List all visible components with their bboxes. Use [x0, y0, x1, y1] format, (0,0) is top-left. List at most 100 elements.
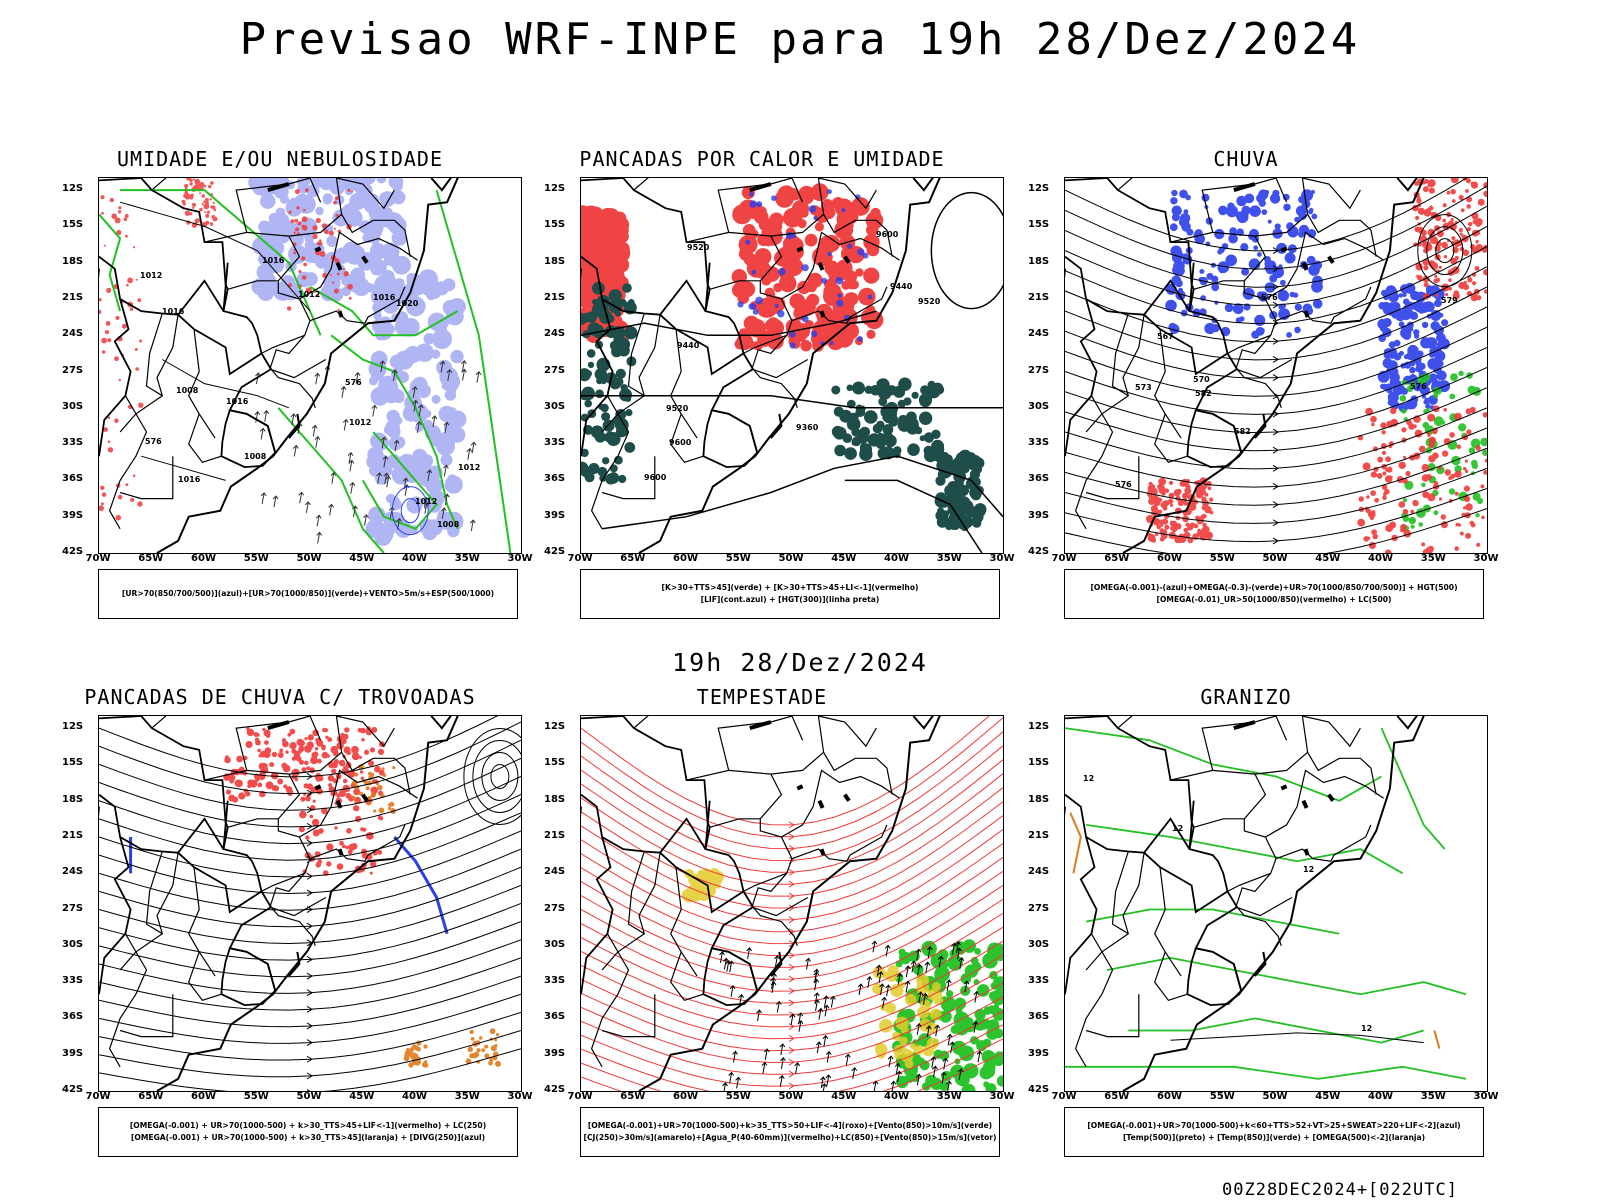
- field-cell: [191, 202, 197, 207]
- vortex-ring: [1417, 214, 1473, 288]
- field-cell: [894, 1052, 901, 1060]
- field-cell: [450, 349, 464, 364]
- field-cell: [848, 412, 859, 423]
- field-cell: [423, 1044, 428, 1049]
- lat-tick-label: 39S: [62, 509, 84, 521]
- vortex-ring: [481, 751, 519, 801]
- field-cell: [973, 464, 983, 474]
- field-cell: [887, 414, 899, 426]
- legend-line: [CJ(250)>30m/s](amarelo)+[Agua_P(40-60mm…: [583, 1133, 997, 1142]
- field-cell: [837, 293, 842, 298]
- field-cell: [898, 414, 909, 426]
- contour-line: [1069, 812, 1082, 874]
- field-cell: [923, 445, 934, 456]
- field-cell: [1158, 486, 1167, 495]
- field-cell: [1402, 508, 1409, 515]
- field-cell: [1470, 181, 1479, 189]
- field-cell: [1433, 416, 1444, 427]
- field-cell: [447, 407, 457, 417]
- field-cell: [370, 244, 386, 261]
- field-cell: [326, 861, 332, 867]
- field-cell: [377, 815, 383, 821]
- field-cell: [185, 193, 191, 200]
- field-cell: [1248, 258, 1261, 270]
- lake-mark: [749, 182, 772, 193]
- lat-tick-label: 12S: [544, 721, 566, 733]
- streamline-arrow: [788, 963, 795, 971]
- field-cell: [264, 740, 269, 745]
- field-cell: [298, 826, 305, 833]
- field-cell: [342, 268, 345, 271]
- contour-line: [1085, 824, 1404, 875]
- country-border: [99, 178, 277, 453]
- streamline-arrow: [1272, 537, 1279, 545]
- wind-vector: [431, 415, 438, 428]
- state-border: [752, 906, 798, 946]
- field-cell: [300, 796, 306, 802]
- field-cell: [212, 216, 218, 222]
- field-cell: [305, 795, 311, 802]
- field-cell: [1436, 370, 1447, 381]
- wind-vector: [328, 503, 335, 516]
- field-cell: [311, 751, 318, 759]
- field-cell: [834, 444, 846, 457]
- field-cell: [1433, 510, 1439, 516]
- wind-vector: [825, 1050, 832, 1063]
- state-border: [204, 231, 311, 354]
- field-cell: [1202, 499, 1209, 507]
- lon-tick-label: 65W: [1104, 553, 1130, 564]
- field-cell: [1171, 189, 1178, 197]
- field-cell: [990, 982, 999, 990]
- state-border: [145, 313, 163, 397]
- field-cell: [939, 961, 949, 971]
- field-cell: [1430, 262, 1439, 270]
- field-cell: [348, 296, 352, 300]
- field-cell: [594, 431, 606, 443]
- lon-tick-label: 60W: [1157, 1091, 1182, 1102]
- field-cell: [1182, 532, 1190, 540]
- streamline: [99, 830, 521, 895]
- field-cell: [311, 788, 316, 793]
- field-cell: [370, 786, 379, 795]
- field-cell: [333, 200, 337, 205]
- country-border: [1065, 836, 1098, 995]
- field-cell: [105, 321, 111, 326]
- field-cell: [306, 783, 313, 790]
- lat-tick-label: 15S: [1028, 219, 1050, 231]
- field-cell: [1434, 274, 1438, 278]
- contour-label: 9600: [876, 230, 899, 239]
- lon-tick-label: 40W: [402, 1091, 427, 1102]
- field-cell: [301, 216, 308, 223]
- field-cell: [189, 182, 193, 186]
- wind-vector: [290, 413, 297, 425]
- contour-line: [393, 836, 449, 935]
- field-cell: [316, 241, 321, 246]
- field-cell: [1225, 254, 1237, 267]
- field-cell: [960, 461, 971, 472]
- streamline-arrow: [788, 1034, 795, 1042]
- lon-tick-label: 55W: [725, 1091, 751, 1102]
- field-cell: [358, 791, 364, 796]
- field-cell: [376, 205, 390, 219]
- map-frame: [580, 715, 1004, 1092]
- streamline-arrow: [1272, 265, 1279, 273]
- field-cell: [1438, 338, 1450, 350]
- field-cell: [1422, 372, 1431, 382]
- field-cell: [756, 201, 763, 208]
- field-cell: [291, 748, 297, 754]
- field-cell: [324, 229, 329, 235]
- country-border: [659, 314, 744, 376]
- field-cell: [745, 239, 751, 245]
- streamline: [581, 829, 1003, 933]
- state-border: [1265, 231, 1384, 300]
- field-cell: [1169, 324, 1180, 334]
- field-cell: [1465, 408, 1472, 415]
- field-cell: [1265, 259, 1273, 268]
- field-cell: [99, 298, 102, 302]
- lat-tick-label: 27S: [1028, 902, 1050, 914]
- field-cell: [1280, 279, 1286, 286]
- field-cell: [753, 340, 763, 351]
- wind-vector: [446, 368, 453, 381]
- wind-vector: [426, 469, 433, 482]
- field-cell: [895, 1016, 909, 1030]
